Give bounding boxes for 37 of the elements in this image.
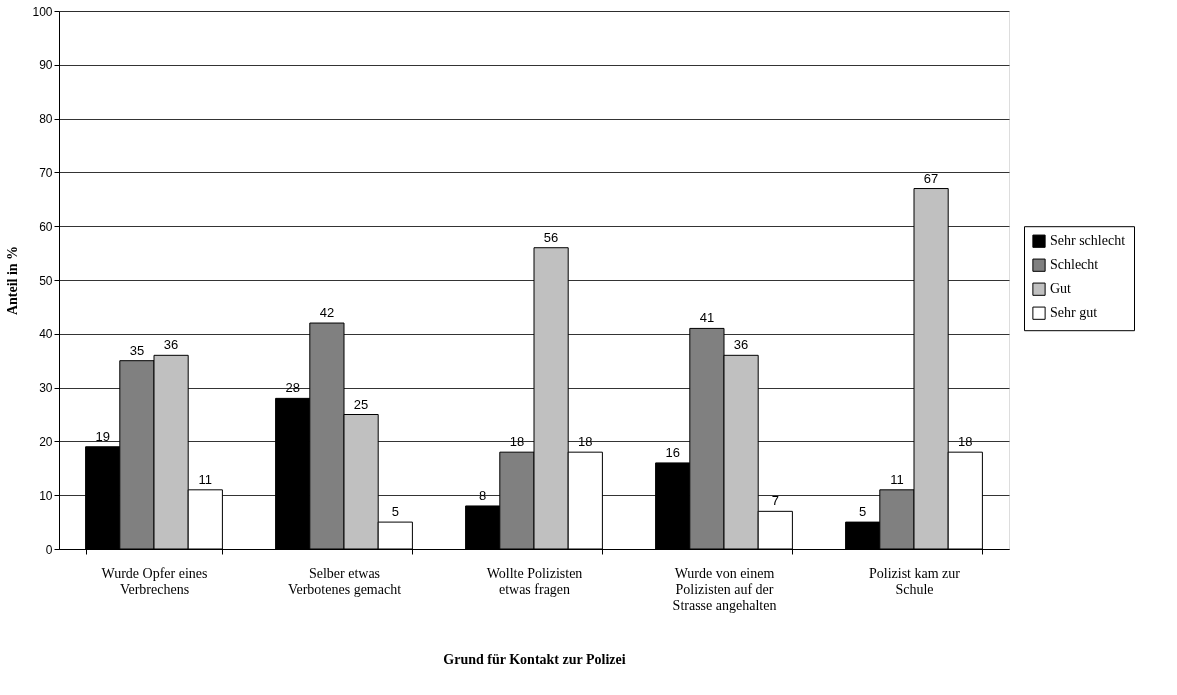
data-label: 42	[319, 305, 335, 321]
data-label: 36	[163, 337, 179, 353]
data-label: 5	[859, 504, 867, 520]
legend-label: Sehr schlecht	[1050, 233, 1126, 249]
y-tick-label: 80	[39, 112, 53, 127]
y-tick-label: 100	[32, 4, 53, 19]
data-label: 7	[771, 493, 779, 509]
legend-label: Schlecht	[1050, 257, 1099, 273]
data-label: 56	[543, 229, 559, 245]
x-tick-label: Selber etwas Verbotenes gemacht	[287, 565, 402, 597]
y-tick-label: 0	[45, 542, 53, 557]
x-tick-label: Polizist kam zur Schule	[869, 565, 961, 597]
x-tick-label: Wurde von einem Polizisten auf der Strasse angehalten	[672, 565, 777, 613]
data-label: 67	[923, 170, 939, 186]
x-axis-title: Grund für Kontakt zur Polizei	[443, 651, 626, 667]
y-tick-label: 60	[39, 219, 53, 234]
y-axis-title: Anteil in %	[5, 245, 21, 316]
data-label: 25	[353, 396, 369, 412]
y-tick-label: 40	[39, 327, 53, 342]
legend-label: Gut	[1050, 281, 1072, 297]
data-label: 19	[95, 428, 110, 444]
y-tick-label: 70	[39, 165, 53, 180]
y-tick-label: 90	[39, 58, 53, 73]
data-label: 11	[198, 471, 213, 487]
x-tick-label: Wurde Opfer eines Verbrechens	[101, 565, 208, 597]
data-label: 35	[129, 342, 145, 358]
data-label: 36	[733, 337, 749, 353]
data-label: 41	[699, 310, 715, 326]
y-tick-label: 30	[39, 381, 53, 396]
legend-label: Sehr gut	[1050, 305, 1098, 321]
y-tick-label: 50	[39, 273, 53, 288]
x-tick-label: Wollte Polizisten etwas fragen	[486, 565, 583, 597]
y-tick-label: 10	[39, 488, 53, 503]
data-label: 11	[890, 471, 904, 487]
data-label: 16	[665, 444, 680, 460]
data-label: 5	[391, 504, 399, 520]
y-tick-label: 20	[39, 434, 53, 449]
